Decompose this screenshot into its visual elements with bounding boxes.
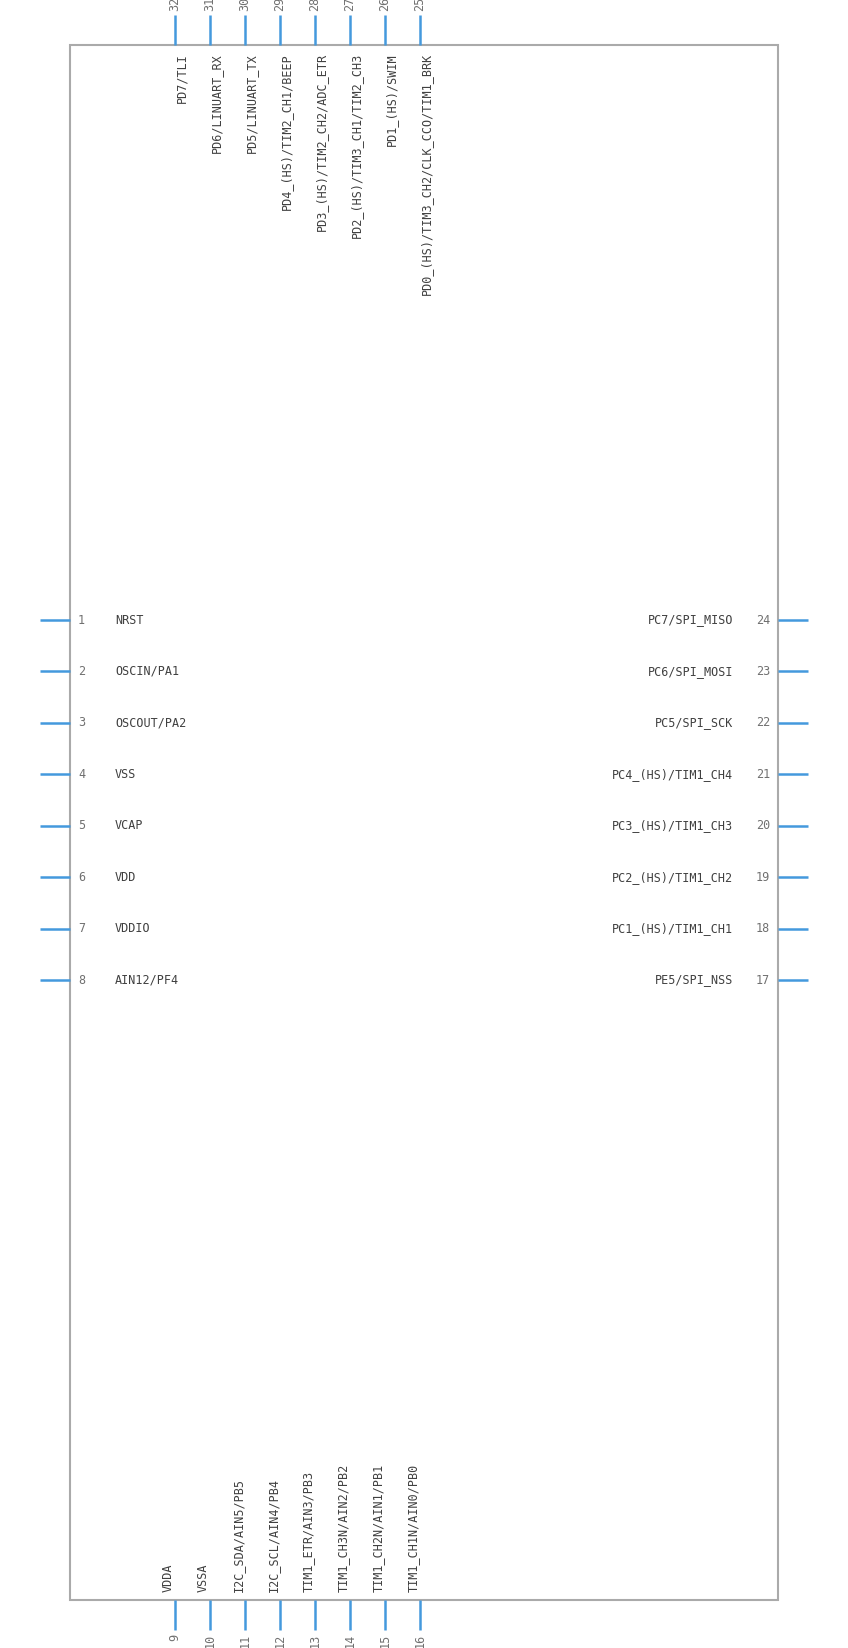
Text: PD5/LINUART_TX: PD5/LINUART_TX xyxy=(245,53,258,153)
Text: 30: 30 xyxy=(238,0,252,12)
Text: PD1_(HS)/SWIM: PD1_(HS)/SWIM xyxy=(385,53,398,145)
Text: 12: 12 xyxy=(274,1635,287,1648)
Text: OSCOUT/PA2: OSCOUT/PA2 xyxy=(115,717,187,730)
Text: 2: 2 xyxy=(78,664,85,677)
Text: 10: 10 xyxy=(204,1635,216,1648)
Text: PD0_(HS)/TIM3_CH2/CLK_CCO/TIM1_BRK: PD0_(HS)/TIM3_CH2/CLK_CCO/TIM1_BRK xyxy=(420,53,433,295)
Text: 6: 6 xyxy=(78,870,85,883)
Text: PC2_(HS)/TIM1_CH2: PC2_(HS)/TIM1_CH2 xyxy=(612,870,733,883)
Text: 27: 27 xyxy=(343,0,356,12)
Text: PC5/SPI_SCK: PC5/SPI_SCK xyxy=(655,717,733,730)
Text: 1: 1 xyxy=(78,613,85,626)
Text: 15: 15 xyxy=(378,1635,392,1648)
Text: 17: 17 xyxy=(756,974,770,987)
Text: PD7/TLI: PD7/TLI xyxy=(175,53,188,102)
Text: 8: 8 xyxy=(78,974,85,987)
Text: TIM1_CH3N/AIN2/PB2: TIM1_CH3N/AIN2/PB2 xyxy=(337,1463,350,1592)
Text: VSS: VSS xyxy=(115,768,137,781)
Text: 7: 7 xyxy=(78,923,85,934)
Text: 4: 4 xyxy=(78,768,85,781)
Text: I2C_SCL/AIN4/PB4: I2C_SCL/AIN4/PB4 xyxy=(267,1478,280,1592)
Text: 18: 18 xyxy=(756,923,770,934)
Text: 11: 11 xyxy=(238,1635,252,1648)
Text: VDDA: VDDA xyxy=(162,1564,175,1592)
Text: TIM1_CH1N/AIN0/PB0: TIM1_CH1N/AIN0/PB0 xyxy=(407,1463,420,1592)
Text: I2C_SDA/AIN5/PB5: I2C_SDA/AIN5/PB5 xyxy=(232,1478,245,1592)
Text: 20: 20 xyxy=(756,819,770,832)
Text: VDD: VDD xyxy=(115,870,137,883)
Text: 19: 19 xyxy=(756,870,770,883)
Text: 16: 16 xyxy=(414,1635,427,1648)
Text: 24: 24 xyxy=(756,613,770,626)
Text: PC7/SPI_MISO: PC7/SPI_MISO xyxy=(648,613,733,626)
Text: 25: 25 xyxy=(414,0,427,12)
Text: 21: 21 xyxy=(756,768,770,781)
Text: 29: 29 xyxy=(274,0,287,12)
Text: 28: 28 xyxy=(309,0,321,12)
Text: 13: 13 xyxy=(309,1635,321,1648)
Text: PC6/SPI_MOSI: PC6/SPI_MOSI xyxy=(648,664,733,677)
Text: OSCIN/PA1: OSCIN/PA1 xyxy=(115,664,179,677)
Bar xyxy=(70,44,778,1600)
Text: TIM1_ETR/AIN3/PB3: TIM1_ETR/AIN3/PB3 xyxy=(302,1472,315,1592)
Text: 14: 14 xyxy=(343,1635,356,1648)
Text: 3: 3 xyxy=(78,717,85,730)
Text: VDDIO: VDDIO xyxy=(115,923,151,934)
Text: 5: 5 xyxy=(78,819,85,832)
Text: 26: 26 xyxy=(378,0,392,12)
Text: NRST: NRST xyxy=(115,613,143,626)
Text: TIM1_CH2N/AIN1/PB1: TIM1_CH2N/AIN1/PB1 xyxy=(372,1463,385,1592)
Text: 32: 32 xyxy=(169,0,181,12)
Text: PD2_(HS)/TIM3_CH1/TIM2_CH3: PD2_(HS)/TIM3_CH1/TIM2_CH3 xyxy=(350,53,363,239)
Text: PC3_(HS)/TIM1_CH3: PC3_(HS)/TIM1_CH3 xyxy=(612,819,733,832)
Text: PD4_(HS)/TIM2_CH1/BEEP: PD4_(HS)/TIM2_CH1/BEEP xyxy=(280,53,293,209)
Text: PC1_(HS)/TIM1_CH1: PC1_(HS)/TIM1_CH1 xyxy=(612,923,733,934)
Text: VSSA: VSSA xyxy=(197,1564,210,1592)
Text: 9: 9 xyxy=(169,1635,181,1641)
Text: 23: 23 xyxy=(756,664,770,677)
Text: PD3_(HS)/TIM2_CH2/ADC_ETR: PD3_(HS)/TIM2_CH2/ADC_ETR xyxy=(315,53,328,231)
Text: PC4_(HS)/TIM1_CH4: PC4_(HS)/TIM1_CH4 xyxy=(612,768,733,781)
Text: PE5/SPI_NSS: PE5/SPI_NSS xyxy=(655,974,733,987)
Text: 22: 22 xyxy=(756,717,770,730)
Text: VCAP: VCAP xyxy=(115,819,143,832)
Text: 31: 31 xyxy=(204,0,216,12)
Text: PD6/LINUART_RX: PD6/LINUART_RX xyxy=(210,53,223,153)
Text: AIN12/PF4: AIN12/PF4 xyxy=(115,974,179,987)
